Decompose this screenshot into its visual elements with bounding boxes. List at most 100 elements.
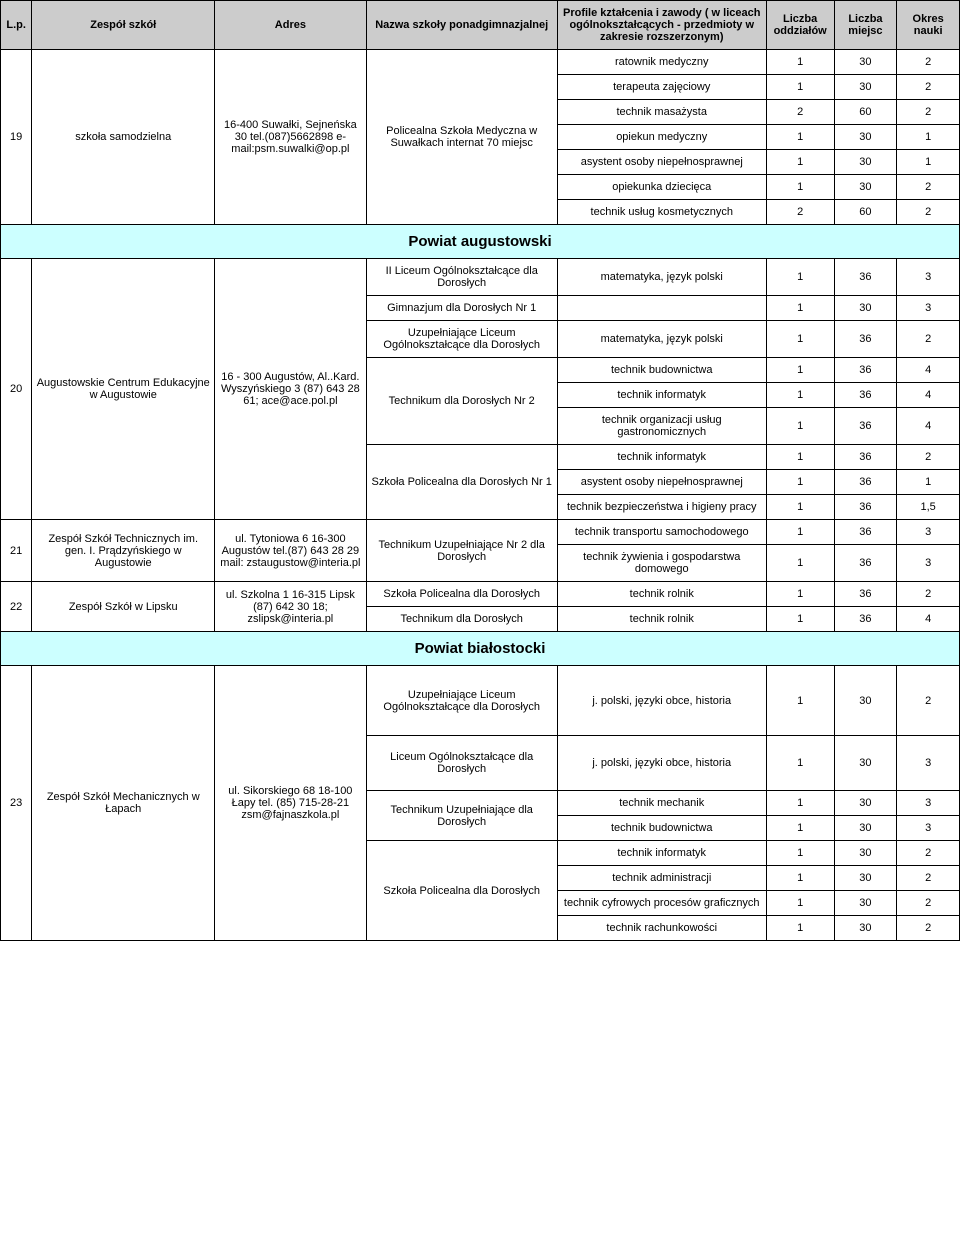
- profil-cell: technik rachunkowości: [557, 916, 766, 941]
- table-row: 19 szkoła samodzielna 16-400 Suwałki, Se…: [1, 50, 960, 75]
- profil-cell: technik budownictwa: [557, 358, 766, 383]
- oddz-cell: 1: [766, 520, 834, 545]
- miejsc-cell: 30: [834, 296, 897, 321]
- profil-cell: j. polski, języki obce, historia: [557, 736, 766, 791]
- miejsc-cell: 30: [834, 891, 897, 916]
- okres-cell: 3: [897, 520, 960, 545]
- oddz-cell: 1: [766, 445, 834, 470]
- okres-cell: 3: [897, 816, 960, 841]
- nazwa-cell: Uzupełniające Liceum Ogólnokształcące dl…: [366, 321, 557, 358]
- okres-cell: 3: [897, 791, 960, 816]
- nazwa-cell: Liceum Ogólnokształcące dla Dorosłych: [366, 736, 557, 791]
- lp-cell: 19: [1, 50, 32, 225]
- okres-cell: 2: [897, 75, 960, 100]
- okres-cell: 2: [897, 50, 960, 75]
- okres-cell: 4: [897, 607, 960, 632]
- profil-cell: opiekunka dziecięca: [557, 175, 766, 200]
- section-title: Powiat augustowski: [1, 225, 960, 259]
- okres-cell: 4: [897, 383, 960, 408]
- miejsc-cell: 36: [834, 445, 897, 470]
- table-row: 23 Zespół Szkół Mechanicznych w Łapach u…: [1, 666, 960, 736]
- zespol-cell: Augustowskie Centrum Edukacyjne w August…: [32, 259, 215, 520]
- okres-cell: 1: [897, 470, 960, 495]
- main-table: L.p. Zespół szkół Adres Nazwa szkoły pon…: [0, 0, 960, 941]
- profil-cell: technik transportu samochodowego: [557, 520, 766, 545]
- page: L.p. Zespół szkół Adres Nazwa szkoły pon…: [0, 0, 960, 941]
- adres-cell: ul. Szkolna 1 16-315 Lipsk (87) 642 30 1…: [215, 582, 366, 632]
- nazwa-cell: Szkoła Policealna dla Dorosłych: [366, 582, 557, 607]
- zespol-cell: Zespół Szkół w Lipsku: [32, 582, 215, 632]
- miejsc-cell: 36: [834, 495, 897, 520]
- oddz-cell: 1: [766, 296, 834, 321]
- col-profil: Profile kztałcenia i zawody ( w liceach …: [557, 1, 766, 50]
- miejsc-cell: 36: [834, 408, 897, 445]
- nazwa-cell: Technikum Uzupełniające Nr 2 dla Dorosły…: [366, 520, 557, 582]
- miejsc-cell: 30: [834, 75, 897, 100]
- miejsc-cell: 30: [834, 791, 897, 816]
- oddz-cell: 1: [766, 125, 834, 150]
- okres-cell: 2: [897, 866, 960, 891]
- table-row: 22 Zespół Szkół w Lipsku ul. Szkolna 1 1…: [1, 582, 960, 607]
- nazwa-cell: II Liceum Ogólnokształcące dla Dorosłych: [366, 259, 557, 296]
- adres-cell: 16 - 300 Augustów, Al..Kard. Wyszyńskieg…: [215, 259, 366, 520]
- profil-cell: ratownik medyczny: [557, 50, 766, 75]
- profil-cell: technik żywienia i gospodarstwa domowego: [557, 545, 766, 582]
- table-row: 21 Zespół Szkół Technicznych im. gen. I.…: [1, 520, 960, 545]
- miejsc-cell: 36: [834, 520, 897, 545]
- lp-cell: 21: [1, 520, 32, 582]
- oddz-cell: 1: [766, 816, 834, 841]
- okres-cell: 2: [897, 916, 960, 941]
- oddz-cell: 2: [766, 100, 834, 125]
- table-row: 20 Augustowskie Centrum Edukacyjne w Aug…: [1, 259, 960, 296]
- profil-cell: j. polski, języki obce, historia: [557, 666, 766, 736]
- col-okres: Okres nauki: [897, 1, 960, 50]
- miejsc-cell: 60: [834, 100, 897, 125]
- profil-cell: technik rolnik: [557, 582, 766, 607]
- oddz-cell: 1: [766, 175, 834, 200]
- okres-cell: 4: [897, 358, 960, 383]
- oddz-cell: 1: [766, 545, 834, 582]
- nazwa-cell: Szkoła Policealna dla Dorosłych Nr 1: [366, 445, 557, 520]
- nazwa-cell: Uzupełniające Liceum Ogólnokształcące dl…: [366, 666, 557, 736]
- miejsc-cell: 36: [834, 383, 897, 408]
- okres-cell: 4: [897, 408, 960, 445]
- miejsc-cell: 36: [834, 545, 897, 582]
- oddz-cell: 1: [766, 408, 834, 445]
- oddz-cell: 1: [766, 75, 834, 100]
- oddz-cell: 1: [766, 791, 834, 816]
- nazwa-cell: Technikum Uzupełniające dla Dorosłych: [366, 791, 557, 841]
- okres-cell: 1: [897, 150, 960, 175]
- okres-cell: 3: [897, 296, 960, 321]
- oddz-cell: 1: [766, 582, 834, 607]
- oddz-cell: 1: [766, 495, 834, 520]
- section-title: Powiat białostocki: [1, 632, 960, 666]
- oddz-cell: 1: [766, 866, 834, 891]
- profil-cell: terapeuta zajęciowy: [557, 75, 766, 100]
- zespol-cell: Zespół Szkół Mechanicznych w Łapach: [32, 666, 215, 941]
- miejsc-cell: 60: [834, 200, 897, 225]
- adres-cell: ul. Sikorskiego 68 18-100 Łapy tel. (85)…: [215, 666, 366, 941]
- nazwa-cell: Gimnazjum dla Dorosłych Nr 1: [366, 296, 557, 321]
- oddz-cell: 1: [766, 891, 834, 916]
- miejsc-cell: 36: [834, 470, 897, 495]
- profil-cell: matematyka, język polski: [557, 259, 766, 296]
- okres-cell: 3: [897, 545, 960, 582]
- okres-cell: 2: [897, 175, 960, 200]
- okres-cell: 2: [897, 100, 960, 125]
- miejsc-cell: 30: [834, 50, 897, 75]
- profil-cell: technik informatyk: [557, 445, 766, 470]
- profil-cell: asystent osoby niepełnosprawnej: [557, 150, 766, 175]
- oddz-cell: 1: [766, 841, 834, 866]
- miejsc-cell: 30: [834, 736, 897, 791]
- col-oddzialow: Liczba oddziałów: [766, 1, 834, 50]
- okres-cell: 1: [897, 125, 960, 150]
- zespol-cell: Zespół Szkół Technicznych im. gen. I. Pr…: [32, 520, 215, 582]
- profil-cell: technik organizacji usług gastronomiczny…: [557, 408, 766, 445]
- okres-cell: 2: [897, 445, 960, 470]
- okres-cell: 3: [897, 736, 960, 791]
- lp-cell: 20: [1, 259, 32, 520]
- oddz-cell: 1: [766, 666, 834, 736]
- oddz-cell: 1: [766, 736, 834, 791]
- okres-cell: 2: [897, 200, 960, 225]
- profil-cell: technik masażysta: [557, 100, 766, 125]
